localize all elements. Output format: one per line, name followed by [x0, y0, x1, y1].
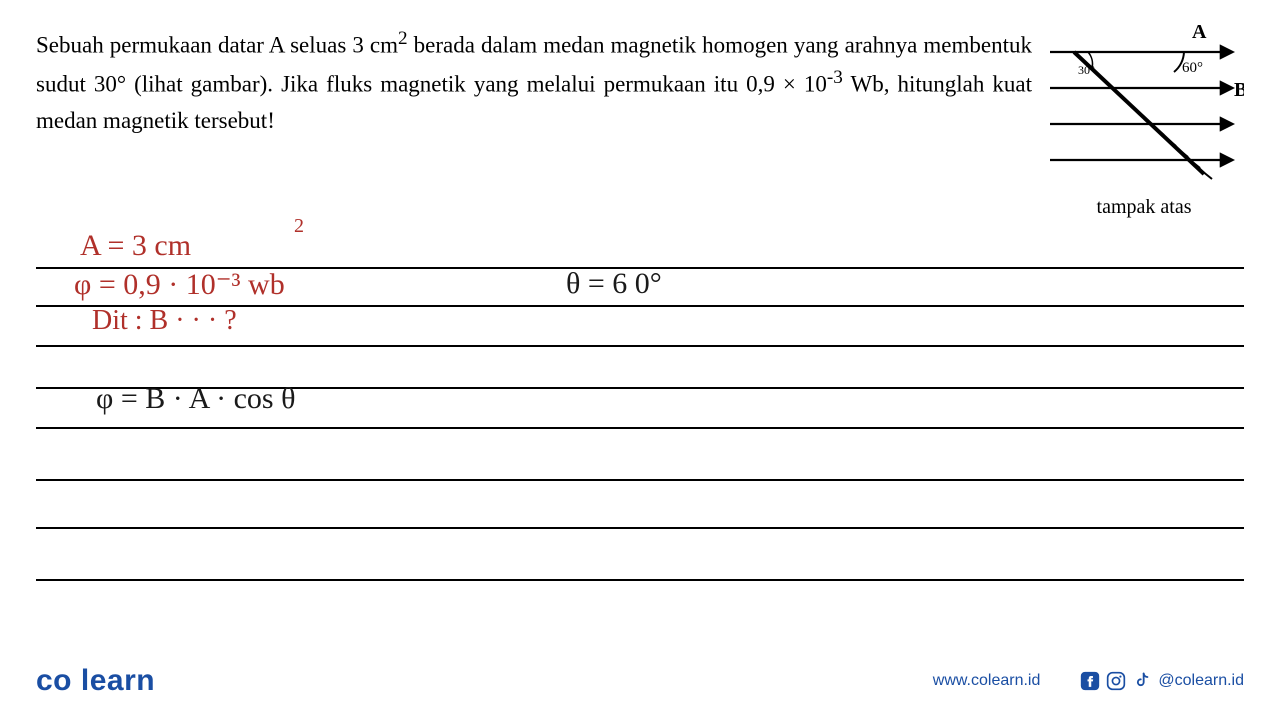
social-links: @colearn.id [1080, 671, 1244, 691]
diagram-caption: tampak atas [1044, 196, 1244, 219]
handwritten-note: Dit : B · · · ? [92, 305, 237, 337]
ruled-line [36, 479, 1244, 481]
handwritten-note: φ = 0,9 · 10⁻³ wb [74, 267, 285, 302]
brand-learn: learn [81, 664, 155, 697]
ruled-line [36, 579, 1244, 581]
worksheet-lines: A = 3 cm2φ = 0,9 · 10⁻³ wbθ = 6 0°Dit : … [36, 227, 1244, 587]
diagram-angle-30: 30° [1078, 63, 1095, 77]
handwritten-note: 2 [294, 215, 304, 238]
brand-logo: co learn [36, 664, 155, 698]
diagram-angle-60: 60° [1182, 60, 1203, 76]
diagram-label-a: A [1192, 24, 1207, 43]
problem-text: Sebuah permukaan datar A seluas 3 cm2 be… [36, 24, 1032, 219]
ruled-line [36, 527, 1244, 529]
diagram-label-b: B [1234, 79, 1244, 101]
handwritten-note: θ = 6 0° [566, 267, 662, 301]
diagram: A B 60° 30° tampak atas [1044, 24, 1244, 219]
handwritten-note: A = 3 cm [80, 229, 191, 263]
social-handle: @colearn.id [1158, 672, 1244, 690]
tiktok-icon [1132, 671, 1152, 691]
brand-co: co [36, 664, 72, 697]
footer: co learn www.colearn.id @colearn.id [0, 664, 1280, 698]
ruled-line [36, 345, 1244, 347]
facebook-icon [1080, 671, 1100, 691]
footer-url: www.colearn.id [933, 672, 1041, 690]
handwritten-note: φ = B · A · cos θ [96, 382, 295, 416]
instagram-icon [1106, 671, 1126, 691]
ruled-line [36, 427, 1244, 429]
